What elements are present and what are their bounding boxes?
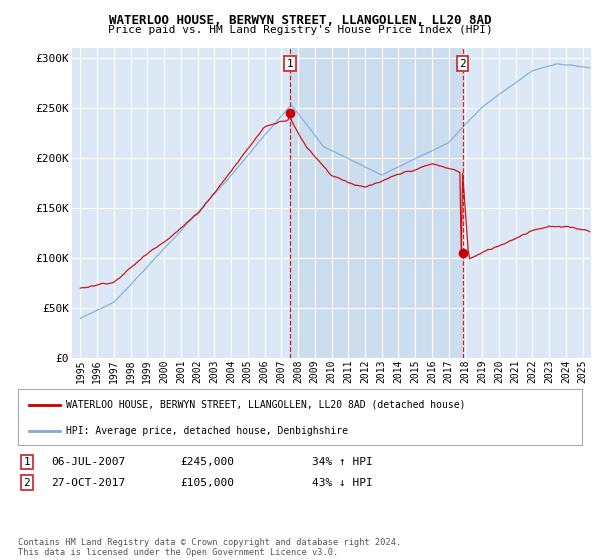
Text: 27-OCT-2017: 27-OCT-2017	[51, 478, 125, 488]
Text: HPI: Average price, detached house, Denbighshire: HPI: Average price, detached house, Denb…	[66, 426, 348, 436]
Text: 06-JUL-2007: 06-JUL-2007	[51, 457, 125, 467]
Text: 34% ↑ HPI: 34% ↑ HPI	[312, 457, 373, 467]
Text: Contains HM Land Registry data © Crown copyright and database right 2024.
This d: Contains HM Land Registry data © Crown c…	[18, 538, 401, 557]
Text: 43% ↓ HPI: 43% ↓ HPI	[312, 478, 373, 488]
Text: £105,000: £105,000	[180, 478, 234, 488]
Text: 2: 2	[23, 478, 31, 488]
Text: WATERLOO HOUSE, BERWYN STREET, LLANGOLLEN, LL20 8AD: WATERLOO HOUSE, BERWYN STREET, LLANGOLLE…	[109, 14, 491, 27]
Text: 1: 1	[23, 457, 31, 467]
Text: 1: 1	[287, 59, 293, 69]
Text: £245,000: £245,000	[180, 457, 234, 467]
Text: WATERLOO HOUSE, BERWYN STREET, LLANGOLLEN, LL20 8AD (detached house): WATERLOO HOUSE, BERWYN STREET, LLANGOLLE…	[66, 400, 466, 410]
Text: Price paid vs. HM Land Registry's House Price Index (HPI): Price paid vs. HM Land Registry's House …	[107, 25, 493, 35]
Text: 2: 2	[459, 59, 466, 69]
Bar	[290, 48, 463, 358]
